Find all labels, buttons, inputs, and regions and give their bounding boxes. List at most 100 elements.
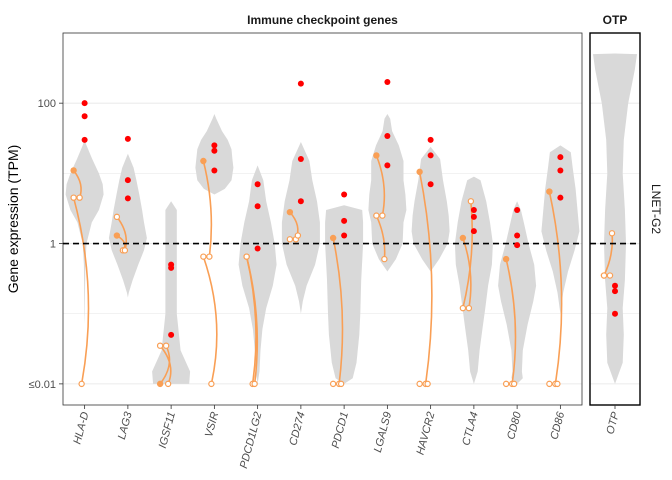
pair-line <box>332 237 344 384</box>
pair-line <box>462 201 474 309</box>
panel-title: Immune checkpoint genes <box>247 13 398 27</box>
red-point <box>297 156 304 163</box>
pair-point <box>608 230 616 237</box>
pair-line <box>375 215 386 260</box>
red-point <box>297 80 304 87</box>
pair-line <box>505 258 517 384</box>
red-point <box>427 181 434 188</box>
y-axis-title: Gene expression (TPM) <box>5 145 21 294</box>
pair-point <box>329 380 337 388</box>
pair-point <box>78 380 85 388</box>
pair-point <box>373 152 380 159</box>
x-tick-label: PDCD1 <box>330 411 351 450</box>
pair-line <box>202 256 218 385</box>
pair-point <box>373 212 380 219</box>
violin-vsir <box>195 114 234 195</box>
red-point <box>384 79 391 86</box>
red-point <box>612 310 618 317</box>
pair-point <box>113 213 121 221</box>
x-tick-label: CD274 <box>287 411 307 447</box>
x-tick-label: VSIR <box>203 411 221 439</box>
y-tick-label: 100 <box>38 98 56 110</box>
red-point <box>612 282 618 289</box>
pair-point <box>70 194 77 201</box>
pair-point <box>546 188 553 195</box>
violin-lag3 <box>108 153 147 298</box>
pair-point <box>502 380 510 388</box>
violin-otp <box>593 53 637 384</box>
pair-point <box>467 198 475 205</box>
pair-point <box>424 380 431 388</box>
red-point <box>470 213 477 220</box>
pair-point <box>510 380 518 388</box>
pair-line <box>72 197 90 385</box>
red-point <box>297 198 304 205</box>
violin-cd86 <box>541 145 580 314</box>
red-point <box>341 191 348 198</box>
pair-line <box>245 256 259 384</box>
red-point <box>341 232 348 239</box>
pair-point <box>337 380 345 388</box>
red-point <box>81 100 88 107</box>
red-point <box>211 142 218 149</box>
red-point <box>254 181 261 188</box>
red-point <box>168 331 175 338</box>
pair-point <box>465 304 473 312</box>
pair-line <box>159 345 172 385</box>
x-tick-label: CD86 <box>548 410 567 441</box>
y-tick-label: 1 <box>50 239 56 251</box>
red-point <box>168 264 175 271</box>
pair-point <box>606 272 614 279</box>
red-point <box>470 207 477 214</box>
pair-point <box>243 253 250 260</box>
pair-point <box>156 380 164 388</box>
pair-line <box>462 237 472 309</box>
red-point <box>81 113 88 120</box>
violin-pdcd1 <box>325 205 364 384</box>
pair-point <box>286 236 294 243</box>
red-point <box>612 288 618 295</box>
pair-point <box>200 253 207 260</box>
red-point <box>341 217 348 224</box>
red-point <box>124 135 131 142</box>
violin-cd80 <box>498 201 537 384</box>
violin-pdcd1lg2 <box>238 165 277 384</box>
pair-point <box>286 208 294 216</box>
red-point <box>124 195 131 202</box>
pair-point <box>459 234 467 242</box>
pair-line <box>418 171 433 384</box>
pair-line <box>375 155 386 216</box>
red-point <box>427 152 434 159</box>
red-point <box>514 242 521 249</box>
panel-title: OTP <box>603 13 628 27</box>
violin-hla-d <box>65 139 104 325</box>
red-point <box>81 136 88 143</box>
pair-point <box>162 342 170 349</box>
red-point <box>557 154 564 161</box>
pair-point <box>379 212 386 219</box>
pair-point <box>251 380 258 388</box>
red-point <box>211 167 218 174</box>
x-tick-label: CD80 <box>505 410 524 441</box>
pair-point <box>416 168 423 176</box>
x-tick-label: CTLA4 <box>460 411 480 447</box>
y-tick-label: ≤0.01 <box>29 379 56 391</box>
pair-point <box>208 380 215 388</box>
violin-ctla4 <box>454 176 493 384</box>
x-tick-label: LAG3 <box>116 410 135 441</box>
pair-point <box>554 380 561 388</box>
pair-point <box>200 157 207 165</box>
panel-frame <box>62 32 583 406</box>
red-point <box>557 167 564 174</box>
pair-point <box>164 380 172 388</box>
x-tick-label: HLA-D <box>71 411 91 446</box>
red-point <box>384 133 391 140</box>
x-tick-label: PDCD1LG2 <box>238 411 265 470</box>
pair-point <box>546 380 553 388</box>
pair-point <box>113 232 121 239</box>
red-point <box>254 203 261 210</box>
pair-point <box>381 255 388 263</box>
violin-igsf11 <box>152 201 191 384</box>
pair-point <box>329 234 337 242</box>
